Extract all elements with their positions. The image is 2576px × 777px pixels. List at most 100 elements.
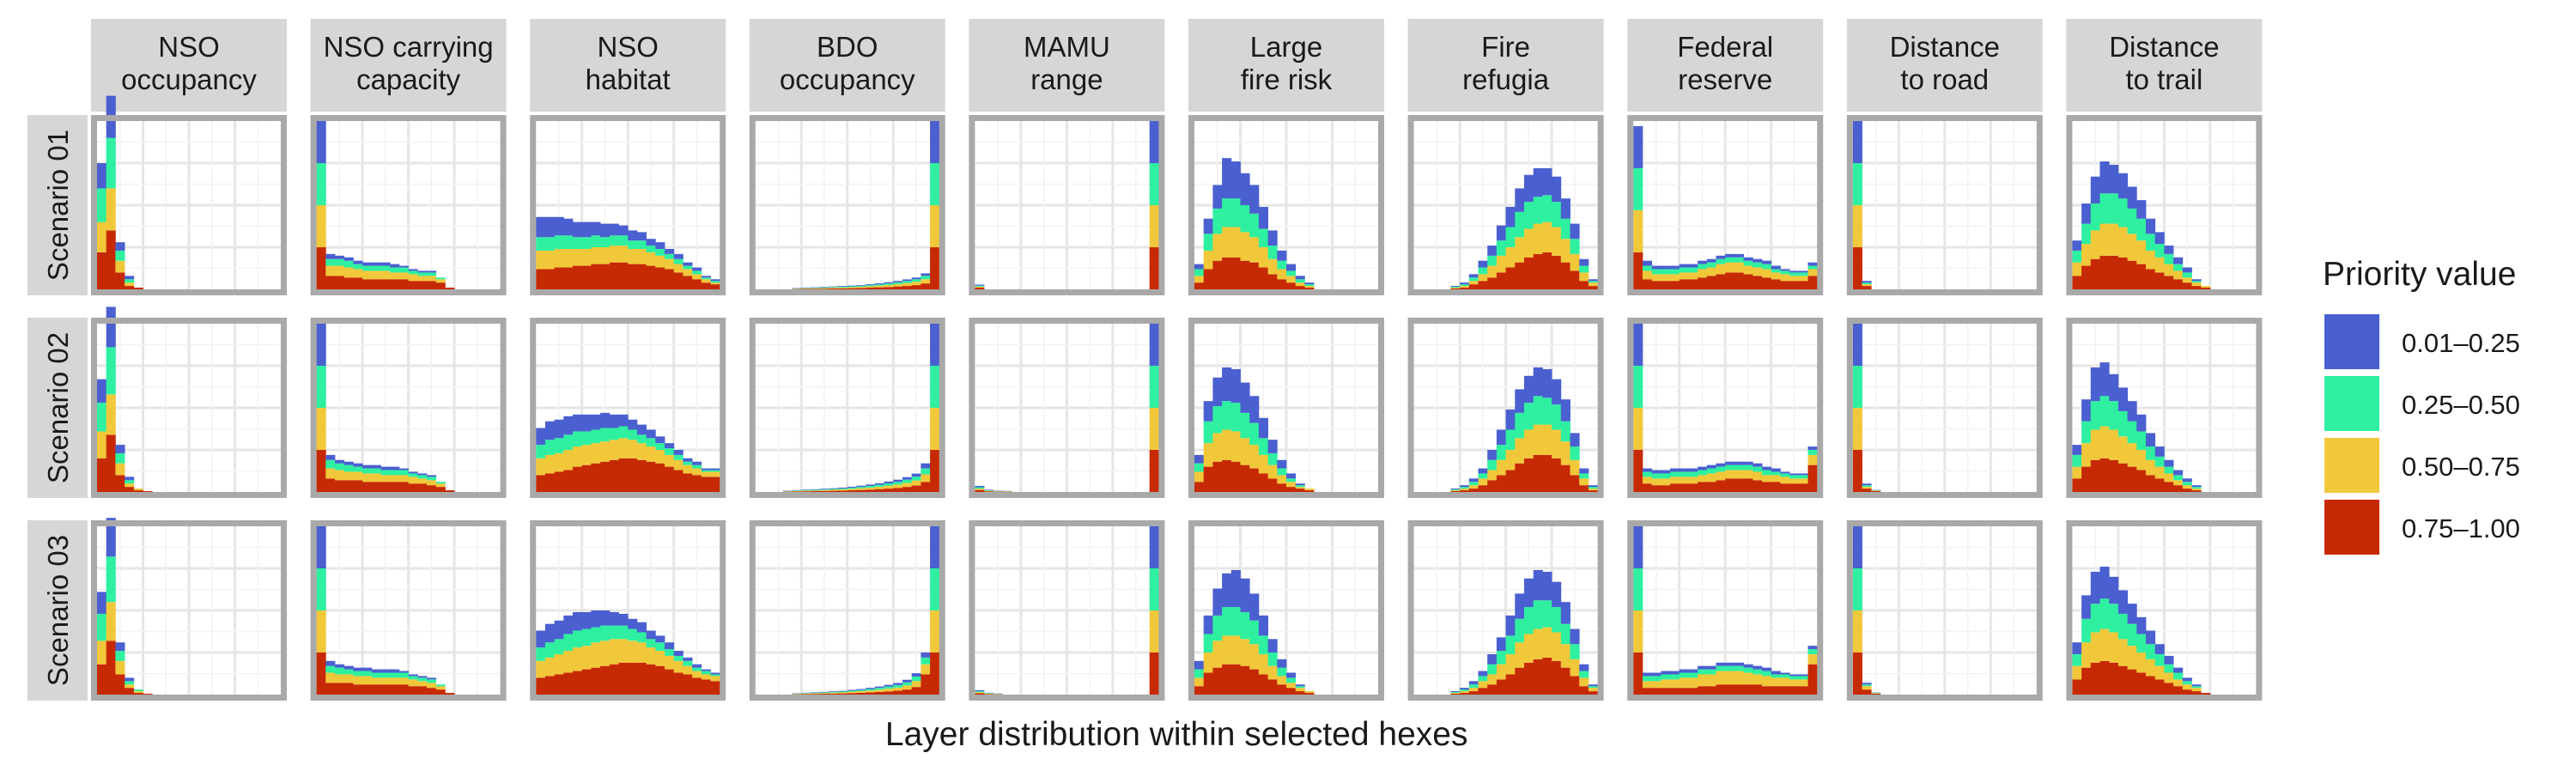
bar-r2-mamu-b2-s2 — [984, 491, 993, 492]
bar-r2-dist_trail-b12-s1 — [2173, 485, 2183, 492]
bar-r3-fed_res-b16-s1 — [1771, 686, 1781, 695]
bar-r3-fire_risk-b4-s2 — [1222, 635, 1231, 664]
bar-r2-nso_cc-b11-s1 — [409, 483, 418, 492]
bar-r1-nso_cc-b2-s2 — [325, 266, 335, 276]
bar-r3-fire_risk-b2-s1 — [1204, 673, 1213, 695]
bar-r2-fed_res-b13-s3 — [1744, 465, 1753, 470]
bar-r3-fire_risk-b3-s1 — [1212, 668, 1222, 695]
bar-r3-bdo_occ-b8-s3 — [820, 692, 829, 693]
bar-r2-dist_trail-b13-s1 — [2183, 489, 2192, 492]
bar-r3-fire_ref-b17-s3 — [1561, 624, 1571, 645]
bar-r1-bdo_occ-b18-s2 — [912, 282, 921, 285]
bar-r1-bdo_occ-b20-s2 — [930, 205, 939, 247]
bar-r3-nso_occ-b1-s2 — [97, 640, 106, 664]
bar-r1-bdo_occ-b13-s4 — [866, 284, 875, 285]
bar-r1-bdo_occ-b6-s1 — [801, 288, 811, 289]
bar-r1-nso_hab-b19-s3 — [702, 277, 711, 279]
bar-r3-fire_risk-b4-s1 — [1222, 665, 1231, 695]
bar-r3-fed_res-b6-s4 — [1680, 670, 1689, 673]
bar-r3-fire_risk-b13-s1 — [1304, 693, 1314, 695]
bar-r2-mamu-b2-s4 — [984, 489, 993, 490]
bar-r1-fire_risk-b6-s2 — [1241, 232, 1250, 260]
legend-swatch-1 — [2324, 314, 2379, 369]
bar-r3-fire_ref-b11-s1 — [1506, 674, 1516, 695]
bar-r1-bdo_occ-b17-s3 — [902, 281, 912, 283]
bar-r3-nso_hab-b3-s2 — [555, 654, 564, 675]
bar-r1-fed_res-b15-s3 — [1762, 264, 1771, 270]
bar-r1-dist_trail-b13-s2 — [2183, 277, 2192, 282]
bar-r1-mamu-b20-s2 — [1150, 205, 1159, 247]
bar-r3-dist_trail-b14-s3 — [2192, 686, 2202, 688]
bar-r1-fed_res-b3-s3 — [1652, 269, 1662, 274]
bar-r2-bdo_occ-b18-s2 — [912, 481, 921, 486]
bar-r1-fed_res-b9-s3 — [1707, 263, 1716, 268]
column-label-fed_res-1: Federal — [1677, 31, 1773, 63]
bar-r1-dist_trail-b13-s4 — [2183, 268, 2192, 273]
bar-r1-fire_ref-b11-s2 — [1506, 247, 1516, 268]
bar-r2-dist_trail-b14-s1 — [2192, 490, 2202, 492]
bar-r3-nso_hab-b13-s1 — [647, 665, 656, 695]
bar-r2-fire_risk-b11-s2 — [1286, 482, 1296, 487]
bar-r3-fed_res-b17-s2 — [1780, 677, 1789, 686]
bar-r1-fed_res-b12-s2 — [1735, 263, 1744, 273]
bar-r1-dist_trail-b8-s2 — [2136, 240, 2146, 264]
bar-r1-nso_hab-b9-s2 — [610, 246, 619, 263]
bar-r1-nso_hab-b20-s4 — [711, 279, 720, 281]
bar-r2-fed_res-b11-s2 — [1725, 470, 1735, 479]
bar-r1-fire_risk-b1-s4 — [1194, 264, 1204, 270]
bar-r1-dist_trail-b2-s4 — [2081, 203, 2091, 224]
bar-r1-nso_occ-b4-s1 — [125, 286, 134, 289]
bar-r1-fire_ref-b8-s4 — [1479, 261, 1488, 268]
bar-r2-fire_ref-b13-s3 — [1524, 403, 1534, 429]
bar-r3-nso_cc-b2-s3 — [325, 666, 335, 673]
bar-r2-bdo_occ-b8-s1 — [820, 491, 829, 492]
bar-r3-fed_res-b19-s3 — [1799, 676, 1808, 679]
bar-r2-dist_road-b2-s2 — [1862, 487, 1872, 489]
bar-r1-nso_hab-b15-s1 — [665, 269, 674, 289]
bar-r3-fire_risk-b12-s2 — [1296, 688, 1305, 691]
bar-r3-nso_hab-b20-s3 — [711, 674, 720, 676]
bar-r3-fed_res-b2-s3 — [1643, 676, 1652, 681]
bar-r2-dist_trail-b1-s4 — [2072, 445, 2081, 455]
bar-r1-fire_ref-b12-s1 — [1515, 263, 1524, 289]
bar-r1-bdo_occ-b15-s2 — [884, 285, 894, 287]
bar-r1-nso_cc-b14-s3 — [436, 277, 446, 279]
bar-r2-fire_risk-b7-s3 — [1249, 423, 1259, 445]
bar-r2-fed_res-b9-s4 — [1707, 465, 1716, 469]
bar-r3-fire_ref-b7-s3 — [1469, 684, 1479, 688]
bar-r1-fire_ref-b14-s1 — [1534, 254, 1543, 289]
bar-r2-fed_res-b1-s1 — [1633, 450, 1643, 492]
bar-r1-bdo_occ-b14-s1 — [875, 288, 884, 289]
bar-r3-fed_res-b18-s2 — [1789, 679, 1799, 686]
bar-r3-nso_hab-b7-s1 — [591, 668, 600, 695]
bar-r1-nso_cc-b5-s3 — [353, 264, 362, 270]
bar-r2-fire_ref-b11-s4 — [1506, 410, 1516, 430]
legend-label-1: 0.01–0.25 — [2402, 328, 2520, 358]
bar-r2-fire_risk-b13-s1 — [1304, 490, 1314, 492]
bar-r3-nso_cc-b3-s4 — [335, 665, 344, 668]
bar-r1-bdo_occ-b13-s1 — [866, 288, 875, 289]
bar-r1-fed_res-b7-s1 — [1688, 279, 1698, 289]
bar-r2-bdo_occ-b18-s3 — [912, 477, 921, 481]
bar-r2-nso_hab-b2-s4 — [545, 422, 555, 440]
bar-r2-dist_trail-b6-s2 — [2118, 436, 2128, 463]
bar-r1-fed_res-b10-s3 — [1716, 259, 1726, 264]
bar-r3-fed_res-b13-s3 — [1744, 668, 1753, 673]
bar-r2-nso_cc-b13-s3 — [427, 477, 436, 480]
bar-r2-bdo_occ-b5-s1 — [793, 491, 802, 492]
bar-r3-mamu-b1-s2 — [975, 692, 984, 693]
bar-r1-nso_occ-b1-s2 — [97, 222, 106, 252]
bar-r2-fire_risk-b1-s1 — [1194, 482, 1204, 492]
bar-r1-nso_hab-b17-s1 — [683, 276, 692, 289]
bar-r3-nso_hab-b10-s4 — [619, 614, 629, 626]
bar-r3-fire_risk-b8-s2 — [1259, 654, 1268, 675]
bar-r2-fire_ref-b9-s3 — [1487, 460, 1497, 470]
bar-r3-nso_occ-b3-s1 — [115, 674, 125, 695]
bar-r2-nso_cc-b11-s4 — [409, 471, 418, 473]
bar-r2-fire_risk-b3-s3 — [1212, 406, 1222, 433]
bar-r2-fed_res-b16-s4 — [1771, 469, 1781, 472]
bar-r3-fire_ref-b19-s2 — [1579, 677, 1589, 686]
bar-r2-nso_cc-b12-s2 — [417, 478, 427, 483]
bar-r2-dist_trail-b6-s4 — [2118, 387, 2128, 410]
bar-r3-fire_ref-b8-s2 — [1479, 681, 1488, 688]
